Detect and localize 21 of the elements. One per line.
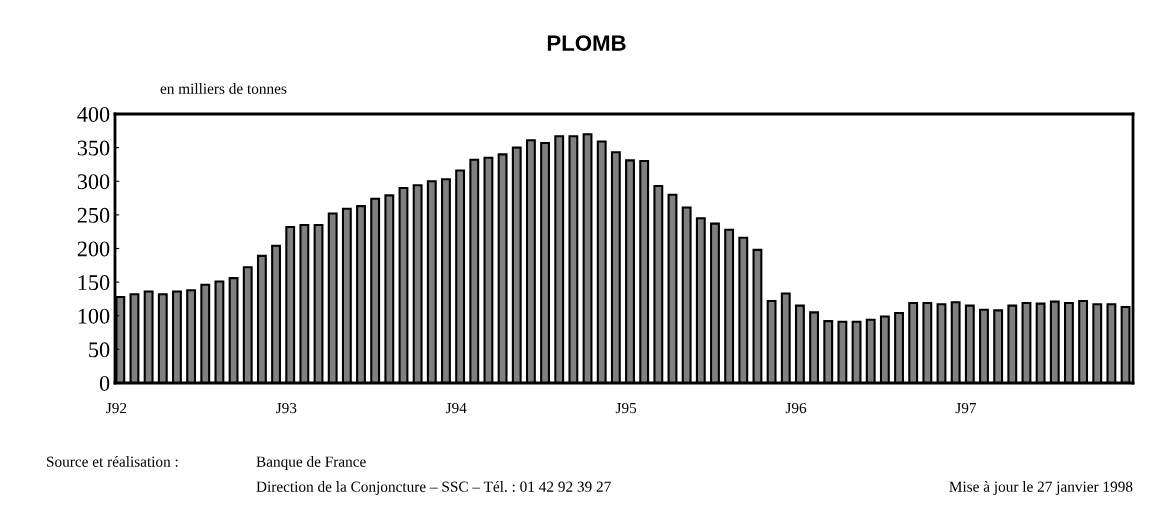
text: Direction de la Conjoncture – SSC – Tél. : 01 42 92 39 27 xyxy=(256,481,611,495)
y-tick-label: 0 xyxy=(99,375,110,391)
chart-title: PLOMB xyxy=(547,35,626,51)
y-tick-label: 200 xyxy=(77,241,110,257)
x-tick-label: J96 xyxy=(785,402,807,414)
y-axis-title: en milliers de tonnes xyxy=(160,83,287,94)
y-tick-label: 50 xyxy=(89,342,110,358)
y-tick-label: 150 xyxy=(78,275,110,291)
x-tick-label: J92 xyxy=(106,402,127,414)
y-tick-label: 300 xyxy=(77,174,110,190)
y-tick-label: 400 xyxy=(77,106,110,122)
x-tick-label: J97 xyxy=(955,402,977,414)
x-tick-label: J94 xyxy=(445,402,467,414)
x-tick-label: J93 xyxy=(276,402,297,414)
x-tick-label: J95 xyxy=(615,402,637,414)
y-tick-label: 250 xyxy=(77,207,110,223)
text: Mise à jour le 27 janvier 1998 xyxy=(949,481,1133,495)
text: Banque de France xyxy=(256,456,366,470)
y-tick-label: 100 xyxy=(78,308,110,324)
source-note: Source et réalisation : xyxy=(47,456,178,467)
y-tick-label: 350 xyxy=(77,140,110,156)
